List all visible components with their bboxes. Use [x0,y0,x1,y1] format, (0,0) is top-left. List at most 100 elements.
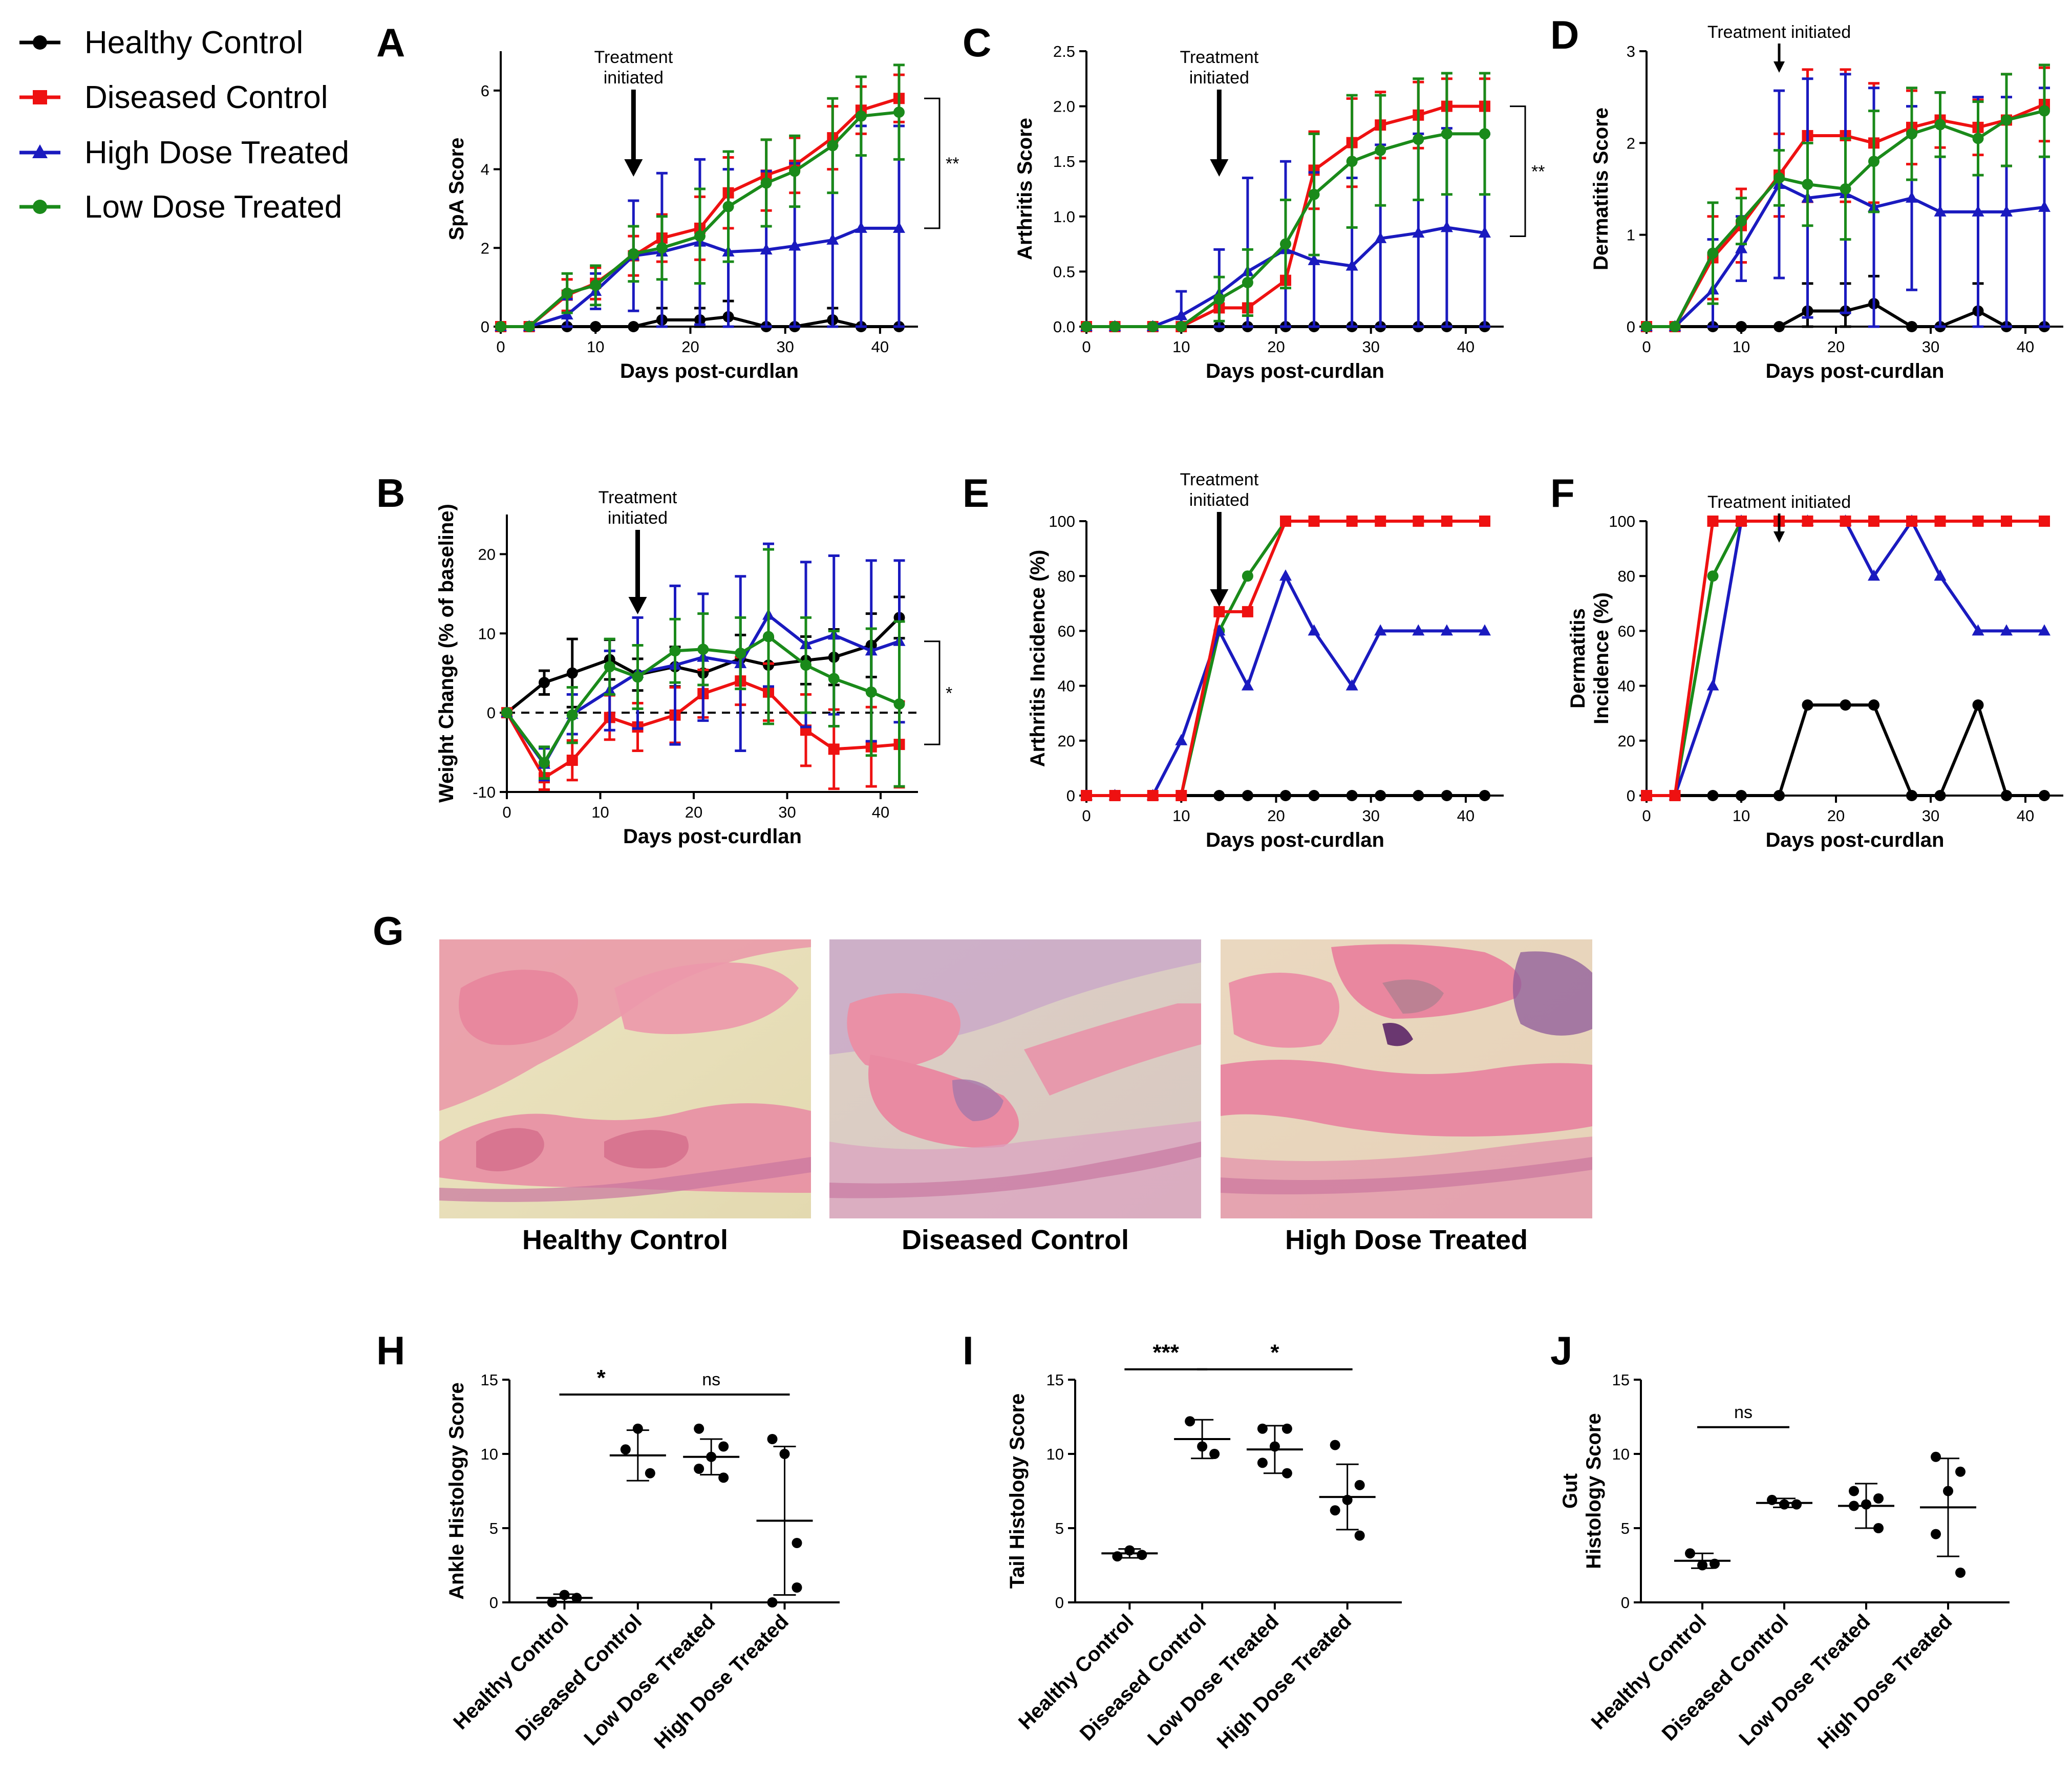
point-diseased [1934,516,1946,527]
y-axis-title: Tail Histology Score [1006,1394,1029,1589]
panel-e-arthritis-incidence: E 0 10 20 30 40 0 20 40 60 80 100 Days post-curdlan A… [963,470,1504,851]
data-point [792,1582,802,1593]
x-tick-label: 30 [1362,807,1379,825]
point-low [1242,276,1253,288]
y-axis-title: Arthritis Incidence (%) [1027,550,1049,767]
series-low [501,548,905,788]
series-line-healthy [1647,703,2044,797]
panel-c-arthritis-score: C 0 10 20 30 40 0.0 0.5 1.0 1.5 2.0 2.5 Days post-cu… [963,20,1545,382]
point-healthy [1479,790,1490,801]
point-high [1934,569,1947,581]
y-tick-label: 10 [1046,1445,1064,1463]
data-point [1330,1440,1340,1450]
point-healthy [1308,790,1320,801]
panel-letter: D [1550,12,1579,57]
y-axis-title: Arthritis Score [1014,118,1036,260]
x-tick-label: 10 [587,338,604,356]
point-healthy [1413,790,1424,801]
x-axis-title: Days post-curdlan [620,360,799,382]
x-tick-label: 20 [1827,807,1845,825]
legend-label: Low Dose Treated [84,189,342,225]
point-low [1375,144,1386,156]
data-point [1257,1458,1268,1468]
y-tick-label: 15 [1046,1371,1064,1389]
point-healthy [1375,790,1386,801]
treatment-label: initiated [604,68,664,88]
x-axis-title: Days post-curdlan [1766,829,1945,851]
point-low [1669,321,1681,332]
point-diseased [1213,606,1225,617]
y-tick-label: 20 [1058,732,1075,750]
point-low [1868,156,1879,167]
point-high [855,221,867,233]
point-low [1109,321,1121,332]
series-diseased [1081,516,1490,801]
y-tick-label: 100 [1609,512,1635,530]
point-low [1641,321,1652,332]
point-low [1176,321,1187,332]
point-low [1479,128,1490,140]
point-low [763,631,774,642]
significance-bracket [924,97,941,229]
y-tick-label: 20 [1618,732,1635,750]
x-tick-label: 40 [2017,338,2034,356]
point-low [694,230,706,242]
series-low [1641,516,2050,801]
point-healthy [1242,790,1253,801]
y-axis-title: Weight Change (% of baseline) [435,504,458,803]
x-axis-title: Days post-curdlan [1206,360,1384,382]
point-low [827,140,839,152]
point-high [1345,679,1358,691]
x-category-label: Diseased Control [511,1610,646,1745]
data-point [694,1464,704,1474]
x-category-label: High Dose Treated [650,1610,793,1753]
significance-label: ns [702,1370,720,1389]
x-tick-label: 30 [778,803,796,821]
point-diseased [1308,516,1320,527]
point-healthy [1868,699,1879,711]
point-high [1308,253,1320,265]
series-low [1081,516,1490,801]
point-diseased [2039,516,2050,527]
treatment-arrowhead [624,159,643,177]
point-healthy [1213,790,1225,801]
point-low [1736,215,1747,227]
point-high [1345,259,1358,271]
point-low [523,321,535,332]
y-tick-label: -10 [473,783,496,801]
point-high [1374,624,1387,636]
point-healthy [1774,321,1785,332]
y-tick-label: 6 [481,82,489,100]
x-category-label: Low Dose Treated [580,1610,719,1750]
point-high [1440,221,1453,232]
panel-f-dermatitis-incidence: F 0 10 20 30 40 0 20 40 60 80 100 Days post-curdlan D… [1550,470,2063,851]
caption-diseased-control: Diseased Control [902,1225,1129,1255]
point-low [893,106,905,118]
legend-item-healthy: Healthy Control [19,25,303,60]
series-high [1080,569,1491,800]
x-tick-label: 20 [1267,807,1285,825]
point-low [1707,247,1719,259]
y-tick-label: 0 [487,704,496,722]
caption-high-dose-treated: High Dose Treated [1285,1225,1528,1255]
panel-letter: I [963,1328,974,1373]
series-line-low [1086,520,1485,797]
point-healthy [1802,699,1813,711]
x-tick-label: 0 [1082,338,1091,356]
point-low [1972,133,1984,144]
x-axis-title: Days post-curdlan [1206,829,1384,851]
series-line-high [1086,574,1485,797]
point-low [561,287,573,299]
y-axis-title: Gut [1559,1473,1582,1509]
y-tick-label: 40 [1618,677,1635,695]
point-low [2039,105,2050,117]
y-axis-title: SpA Score [445,138,468,241]
x-tick-label: 0 [1642,338,1651,356]
point-low [1934,119,1946,131]
point-healthy [628,321,639,332]
x-tick-label: 10 [1733,807,1750,825]
